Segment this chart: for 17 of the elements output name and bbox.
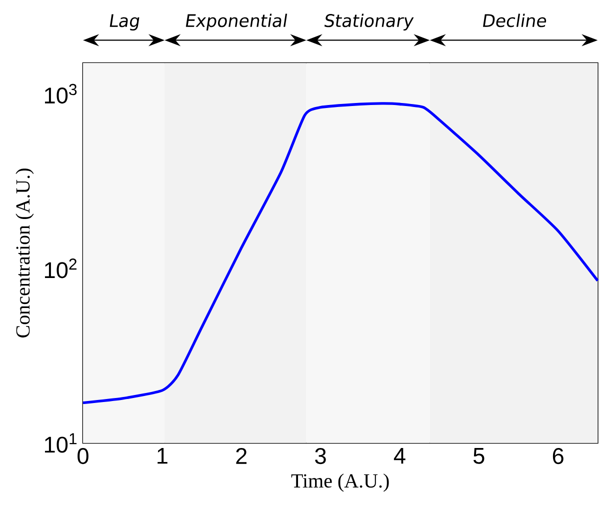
x-tick-label: 3 (315, 448, 326, 464)
x-tick-label: 4 (394, 448, 406, 464)
line-series (82, 102, 599, 404)
x-tick-label: 1 (158, 448, 168, 464)
band-label: Stationary (324, 14, 414, 30)
band-label: Exponential (186, 14, 288, 30)
y-tick-label: 10$^{2}$ (44, 258, 76, 278)
y-axis-title: Concentration (A.U.) (16, 168, 34, 338)
x-tick-label: 0 (78, 448, 88, 464)
y-tick-label: 10$^{1}$ (44, 433, 77, 453)
y-tick-label: 10$^{3}$ (44, 84, 77, 104)
x-axis-title: Time (A.U.) (291, 474, 389, 492)
x-tick-label: 5 (473, 448, 484, 464)
x-tick-label: 2 (236, 448, 247, 464)
band-label: Decline (483, 14, 546, 28)
x-tick-label: 6 (552, 448, 564, 464)
band-label: Lag (110, 14, 140, 30)
